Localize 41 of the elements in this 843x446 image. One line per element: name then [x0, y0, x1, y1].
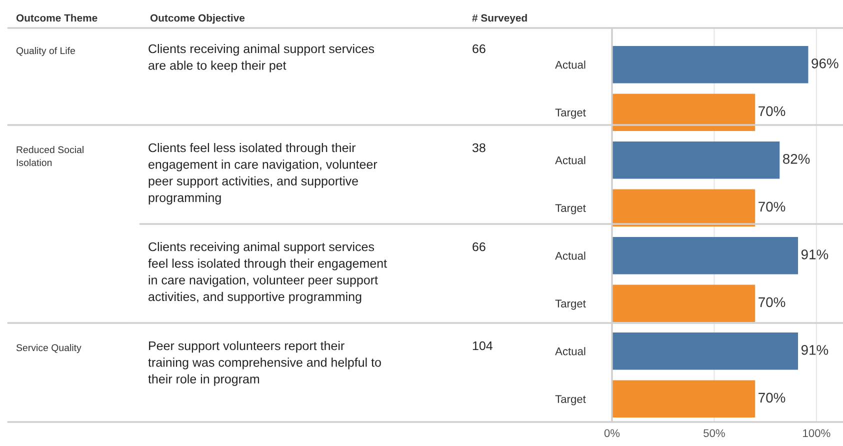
text: Outcome Objective	[150, 14, 245, 24]
bar	[612, 332, 798, 370]
data-label: 96%	[812, 58, 838, 68]
data-label: 91%	[801, 345, 828, 355]
x-tick-label: 50%	[704, 429, 725, 438]
y-tick-label: Actual	[555, 347, 586, 356]
y-tick-label: Target	[555, 395, 586, 406]
data-label: 70%	[758, 106, 786, 116]
y-tick-label: Target	[555, 300, 586, 310]
text: 38	[472, 143, 486, 152]
text: Clients feel less isolated through their engagement in care navigation, volunteer peer support activities, and supportive programming	[148, 143, 378, 205]
data-label: 70%	[758, 202, 786, 212]
data-label: 82%	[783, 154, 810, 164]
text: Peer support volunteers report their training was comprehensive and helpful to their role in program	[148, 341, 381, 386]
text: # Surveyed	[472, 14, 527, 24]
y-tick-label: Actual	[555, 156, 586, 164]
y-tick-label: Actual	[555, 60, 586, 69]
data-label: 70%	[758, 297, 786, 308]
text: Reduced Social Isolation	[16, 146, 84, 166]
text: 66	[472, 242, 486, 252]
text: Clients receiving animal support services feel less isolated through their engagement in care navigation, volunteer peer support activities, and supportive programming	[148, 242, 387, 304]
bar	[612, 236, 798, 274]
data-label: 91%	[801, 250, 828, 260]
text: Clients receiving animal support services are able to keep their pet	[148, 44, 374, 72]
data-label: 70%	[758, 392, 786, 403]
text: 104	[472, 341, 492, 350]
bar	[612, 380, 756, 418]
bar	[612, 189, 756, 226]
y-tick-label: Actual	[555, 252, 586, 260]
x-tick-label: 100%	[803, 429, 830, 438]
text: Quality of Life	[16, 47, 76, 56]
bar	[612, 284, 756, 322]
bar	[612, 94, 756, 131]
bar	[612, 46, 808, 84]
text: Outcome Theme	[16, 14, 98, 22]
y-tick-label: Target	[555, 204, 586, 214]
text: 66	[472, 44, 486, 54]
text: Service Quality	[16, 344, 82, 354]
bar	[612, 141, 780, 179]
y-tick-label: Target	[555, 108, 586, 119]
x-tick-label: 0%	[604, 429, 620, 438]
